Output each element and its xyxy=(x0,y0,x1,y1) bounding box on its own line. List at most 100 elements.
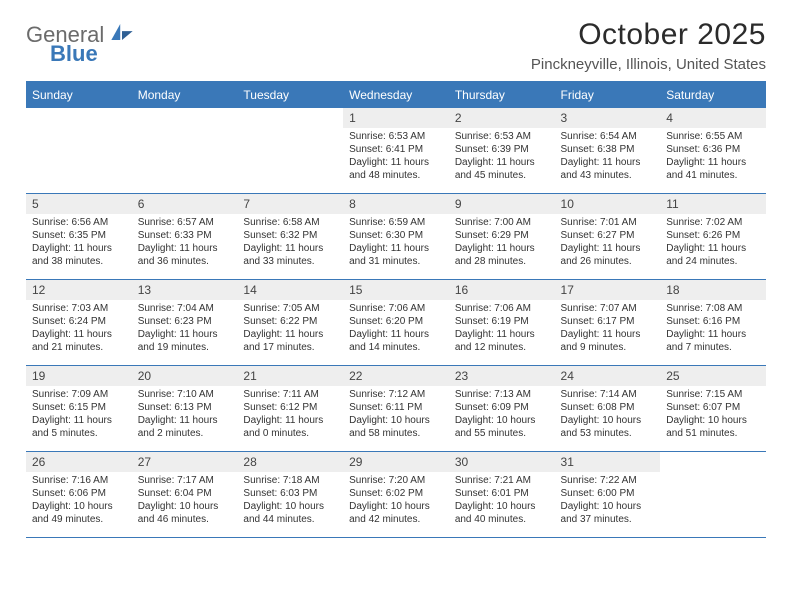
day-cell: 25Sunrise: 7:15 AMSunset: 6:07 PMDayligh… xyxy=(660,366,766,452)
dow-cell: Tuesday xyxy=(237,82,343,108)
sunrise-text: Sunrise: 7:20 AM xyxy=(349,474,443,487)
day-number: 13 xyxy=(132,280,238,300)
day-body: Sunrise: 7:09 AMSunset: 6:15 PMDaylight:… xyxy=(26,386,132,444)
day-cell: 29Sunrise: 7:20 AMSunset: 6:02 PMDayligh… xyxy=(343,452,449,538)
sunset-text: Sunset: 6:09 PM xyxy=(455,401,549,414)
sunrise-text: Sunrise: 6:56 AM xyxy=(32,216,126,229)
day-cell xyxy=(660,452,766,538)
sunset-text: Sunset: 6:00 PM xyxy=(561,487,655,500)
daylight-text: Daylight: 11 hours and 38 minutes. xyxy=(32,242,126,268)
day-body: Sunrise: 6:59 AMSunset: 6:30 PMDaylight:… xyxy=(343,214,449,272)
day-cell: 2Sunrise: 6:53 AMSunset: 6:39 PMDaylight… xyxy=(449,108,555,194)
sunrise-text: Sunrise: 7:08 AM xyxy=(666,302,760,315)
day-cell: 27Sunrise: 7:17 AMSunset: 6:04 PMDayligh… xyxy=(132,452,238,538)
sunrise-text: Sunrise: 7:00 AM xyxy=(455,216,549,229)
day-number: 19 xyxy=(26,366,132,386)
sunrise-text: Sunrise: 7:13 AM xyxy=(455,388,549,401)
sunset-text: Sunset: 6:39 PM xyxy=(455,143,549,156)
dow-cell: Friday xyxy=(555,82,661,108)
brand-line2: Blue xyxy=(50,43,133,65)
day-number: 5 xyxy=(26,194,132,214)
day-number: 8 xyxy=(343,194,449,214)
sunset-text: Sunset: 6:02 PM xyxy=(349,487,443,500)
day-cell: 21Sunrise: 7:11 AMSunset: 6:12 PMDayligh… xyxy=(237,366,343,452)
sunrise-text: Sunrise: 6:54 AM xyxy=(561,130,655,143)
sunset-text: Sunset: 6:08 PM xyxy=(561,401,655,414)
day-body: Sunrise: 7:03 AMSunset: 6:24 PMDaylight:… xyxy=(26,300,132,358)
day-number: 6 xyxy=(132,194,238,214)
day-number: 2 xyxy=(449,108,555,128)
day-number: 30 xyxy=(449,452,555,472)
daylight-text: Daylight: 10 hours and 42 minutes. xyxy=(349,500,443,526)
day-number: 25 xyxy=(660,366,766,386)
day-cell: 28Sunrise: 7:18 AMSunset: 6:03 PMDayligh… xyxy=(237,452,343,538)
daylight-text: Daylight: 11 hours and 43 minutes. xyxy=(561,156,655,182)
sunset-text: Sunset: 6:32 PM xyxy=(243,229,337,242)
day-body: Sunrise: 7:05 AMSunset: 6:22 PMDaylight:… xyxy=(237,300,343,358)
sunrise-text: Sunrise: 7:09 AM xyxy=(32,388,126,401)
sunset-text: Sunset: 6:19 PM xyxy=(455,315,549,328)
day-number: 1 xyxy=(343,108,449,128)
sunset-text: Sunset: 6:04 PM xyxy=(138,487,232,500)
day-number: 20 xyxy=(132,366,238,386)
day-cell: 26Sunrise: 7:16 AMSunset: 6:06 PMDayligh… xyxy=(26,452,132,538)
sunrise-text: Sunrise: 7:11 AM xyxy=(243,388,337,401)
location-text: Pinckneyville, Illinois, United States xyxy=(531,56,766,73)
daylight-text: Daylight: 11 hours and 9 minutes. xyxy=(561,328,655,354)
day-body: Sunrise: 6:56 AMSunset: 6:35 PMDaylight:… xyxy=(26,214,132,272)
dow-row: SundayMondayTuesdayWednesdayThursdayFrid… xyxy=(26,82,766,108)
day-body: Sunrise: 6:57 AMSunset: 6:33 PMDaylight:… xyxy=(132,214,238,272)
day-body: Sunrise: 7:14 AMSunset: 6:08 PMDaylight:… xyxy=(555,386,661,444)
day-cell: 5Sunrise: 6:56 AMSunset: 6:35 PMDaylight… xyxy=(26,194,132,280)
sunrise-text: Sunrise: 7:07 AM xyxy=(561,302,655,315)
day-body: Sunrise: 7:11 AMSunset: 6:12 PMDaylight:… xyxy=(237,386,343,444)
calendar-table: SundayMondayTuesdayWednesdayThursdayFrid… xyxy=(26,81,766,538)
sunset-text: Sunset: 6:07 PM xyxy=(666,401,760,414)
day-number: 11 xyxy=(660,194,766,214)
week-row: 26Sunrise: 7:16 AMSunset: 6:06 PMDayligh… xyxy=(26,452,766,538)
day-cell xyxy=(132,108,238,194)
sunset-text: Sunset: 6:06 PM xyxy=(32,487,126,500)
day-body: Sunrise: 7:21 AMSunset: 6:01 PMDaylight:… xyxy=(449,472,555,530)
day-body: Sunrise: 7:06 AMSunset: 6:19 PMDaylight:… xyxy=(449,300,555,358)
daylight-text: Daylight: 11 hours and 12 minutes. xyxy=(455,328,549,354)
sunrise-text: Sunrise: 7:01 AM xyxy=(561,216,655,229)
day-cell: 12Sunrise: 7:03 AMSunset: 6:24 PMDayligh… xyxy=(26,280,132,366)
daylight-text: Daylight: 10 hours and 58 minutes. xyxy=(349,414,443,440)
daylight-text: Daylight: 11 hours and 0 minutes. xyxy=(243,414,337,440)
day-body: Sunrise: 6:58 AMSunset: 6:32 PMDaylight:… xyxy=(237,214,343,272)
day-body: Sunrise: 7:10 AMSunset: 6:13 PMDaylight:… xyxy=(132,386,238,444)
sunset-text: Sunset: 6:15 PM xyxy=(32,401,126,414)
sunset-text: Sunset: 6:03 PM xyxy=(243,487,337,500)
day-body: Sunrise: 7:08 AMSunset: 6:16 PMDaylight:… xyxy=(660,300,766,358)
day-cell: 18Sunrise: 7:08 AMSunset: 6:16 PMDayligh… xyxy=(660,280,766,366)
daylight-text: Daylight: 10 hours and 40 minutes. xyxy=(455,500,549,526)
daylight-text: Daylight: 10 hours and 46 minutes. xyxy=(138,500,232,526)
sunset-text: Sunset: 6:26 PM xyxy=(666,229,760,242)
sunset-text: Sunset: 6:01 PM xyxy=(455,487,549,500)
dow-cell: Thursday xyxy=(449,82,555,108)
daylight-text: Daylight: 11 hours and 28 minutes. xyxy=(455,242,549,268)
day-body: Sunrise: 6:53 AMSunset: 6:39 PMDaylight:… xyxy=(449,128,555,186)
sunrise-text: Sunrise: 6:53 AM xyxy=(455,130,549,143)
day-body: Sunrise: 7:01 AMSunset: 6:27 PMDaylight:… xyxy=(555,214,661,272)
sunset-text: Sunset: 6:33 PM xyxy=(138,229,232,242)
day-body: Sunrise: 7:15 AMSunset: 6:07 PMDaylight:… xyxy=(660,386,766,444)
day-number: 24 xyxy=(555,366,661,386)
day-body: Sunrise: 6:54 AMSunset: 6:38 PMDaylight:… xyxy=(555,128,661,186)
sunset-text: Sunset: 6:36 PM xyxy=(666,143,760,156)
sunset-text: Sunset: 6:27 PM xyxy=(561,229,655,242)
month-title: October 2025 xyxy=(531,18,766,52)
day-cell xyxy=(237,108,343,194)
day-number: 16 xyxy=(449,280,555,300)
day-body: Sunrise: 7:20 AMSunset: 6:02 PMDaylight:… xyxy=(343,472,449,530)
day-body: Sunrise: 7:00 AMSunset: 6:29 PMDaylight:… xyxy=(449,214,555,272)
day-body: Sunrise: 7:12 AMSunset: 6:11 PMDaylight:… xyxy=(343,386,449,444)
sunrise-text: Sunrise: 6:57 AM xyxy=(138,216,232,229)
sunset-text: Sunset: 6:13 PM xyxy=(138,401,232,414)
daylight-text: Daylight: 11 hours and 5 minutes. xyxy=(32,414,126,440)
daylight-text: Daylight: 11 hours and 45 minutes. xyxy=(455,156,549,182)
week-row: 5Sunrise: 6:56 AMSunset: 6:35 PMDaylight… xyxy=(26,194,766,280)
day-number: 26 xyxy=(26,452,132,472)
day-body: Sunrise: 6:55 AMSunset: 6:36 PMDaylight:… xyxy=(660,128,766,186)
